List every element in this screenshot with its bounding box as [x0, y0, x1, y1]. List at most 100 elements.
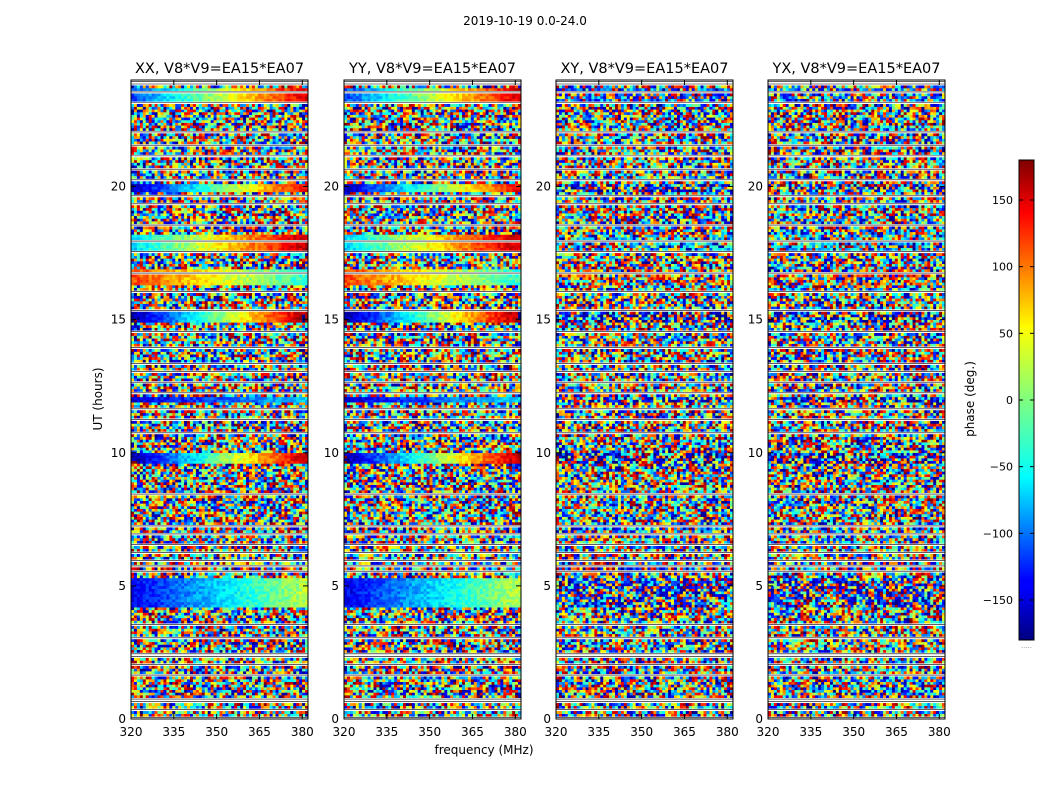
heatmap-cell	[196, 602, 199, 605]
heatmap-cell	[287, 687, 290, 690]
heatmap-cell	[166, 554, 169, 557]
heatmap-cell	[190, 676, 193, 679]
heatmap-cell	[137, 541, 140, 544]
heatmap-cell	[276, 644, 279, 647]
heatmap-cell	[211, 546, 214, 549]
heatmap-cell	[187, 554, 190, 557]
heatmap-cell	[163, 706, 166, 709]
heatmap-cell	[169, 628, 172, 631]
heatmap-cell	[163, 613, 166, 616]
heatmap-cell	[161, 607, 164, 610]
heatmap-cell	[158, 597, 161, 600]
heatmap-cell	[146, 618, 149, 621]
heatmap-cell	[246, 687, 249, 690]
heatmap-cell	[267, 642, 270, 645]
heatmap-cell	[202, 610, 205, 613]
heatmap-cell	[264, 706, 267, 709]
heatmap-cell	[302, 610, 305, 613]
heatmap-cell	[152, 607, 155, 610]
heatmap-cell	[252, 658, 255, 661]
heatmap-cell	[184, 586, 187, 589]
heatmap-cell	[243, 546, 246, 549]
heatmap-cell	[279, 684, 282, 687]
heatmap-cell	[196, 682, 199, 685]
heatmap-cell	[293, 692, 296, 695]
heatmap-cell	[258, 562, 261, 565]
heatmap-cell	[193, 692, 196, 695]
heatmap-cell	[237, 581, 240, 584]
heatmap-cell	[222, 591, 225, 594]
heatmap-cell	[137, 578, 140, 581]
heatmap-cell	[290, 618, 293, 621]
heatmap-cell	[246, 573, 249, 576]
heatmap-cell	[240, 714, 243, 717]
heatmap-cell	[284, 602, 287, 605]
heatmap-cell	[299, 591, 302, 594]
heatmap-cell	[146, 605, 149, 608]
heatmap-cell	[205, 583, 208, 586]
heatmap-cell	[284, 634, 287, 637]
heatmap-cell	[249, 589, 252, 592]
heatmap-cell	[152, 594, 155, 597]
heatmap-cell	[184, 541, 187, 544]
heatmap-cell	[146, 647, 149, 650]
heatmap-cell	[220, 538, 223, 541]
heatmap-cell	[166, 684, 169, 687]
heatmap-cell	[166, 583, 169, 586]
heatmap-cell	[199, 634, 202, 637]
heatmap-cell	[240, 538, 243, 541]
heatmap-cell	[161, 605, 164, 608]
heatmap-cell	[240, 618, 243, 621]
heatmap-cell	[225, 573, 228, 576]
heatmap-cell	[299, 676, 302, 679]
heatmap-cell	[155, 647, 158, 650]
heatmap-cell	[205, 658, 208, 661]
heatmap-cell	[152, 692, 155, 695]
heatmap-cell	[140, 660, 143, 663]
heatmap-cell	[228, 666, 231, 669]
heatmap-cell	[211, 589, 214, 592]
heatmap-cell	[158, 711, 161, 714]
heatmap-cell	[149, 703, 152, 706]
heatmap-cell	[217, 692, 220, 695]
heatmap-cell	[166, 711, 169, 714]
heatmap-cell	[140, 706, 143, 709]
heatmap-cell	[199, 692, 202, 695]
heatmap-cell	[281, 714, 284, 717]
heatmap-cell	[214, 578, 217, 581]
heatmap-cell	[222, 554, 225, 557]
heatmap-cell	[220, 567, 223, 570]
heatmap-cell	[302, 562, 305, 565]
heatmap-cell	[234, 583, 237, 586]
heatmap-cell	[220, 703, 223, 706]
heatmap-cell	[161, 695, 164, 698]
heatmap-cell	[293, 668, 296, 671]
heatmap-cell	[267, 605, 270, 608]
heatmap-cell	[190, 605, 193, 608]
heatmap-cell	[290, 575, 293, 578]
heatmap-cell	[299, 634, 302, 637]
heatmap-cell	[199, 607, 202, 610]
heatmap-cell	[181, 668, 184, 671]
heatmap-cell	[196, 703, 199, 706]
heatmap-cell	[178, 703, 181, 706]
heatmap-cell	[158, 644, 161, 647]
heatmap-cell	[190, 575, 193, 578]
heatmap-cell	[199, 538, 202, 541]
heatmap-cell	[134, 578, 137, 581]
heatmap-cell	[140, 581, 143, 584]
heatmap-cell	[181, 573, 184, 576]
heatmap-cell	[208, 658, 211, 661]
heatmap-cell	[302, 692, 305, 695]
heatmap-cell	[172, 668, 175, 671]
heatmap-cell	[208, 639, 211, 642]
heatmap-cell	[146, 642, 149, 645]
heatmap-cell	[281, 575, 284, 578]
heatmap-cell	[161, 650, 164, 653]
heatmap-cell	[267, 668, 270, 671]
heatmap-cell	[181, 676, 184, 679]
heatmap-cell	[270, 660, 273, 663]
heatmap-cell	[205, 586, 208, 589]
heatmap-cell	[169, 613, 172, 616]
heatmap-cell	[140, 615, 143, 618]
